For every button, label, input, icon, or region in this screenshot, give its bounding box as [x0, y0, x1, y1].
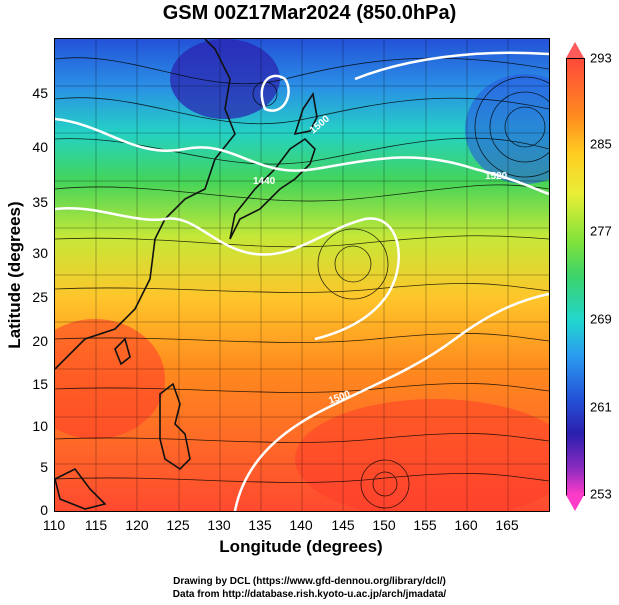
y-tick-label: 20 — [32, 333, 48, 349]
contour-label: 1440 — [253, 176, 276, 187]
colorbar-tick: 277 — [590, 223, 612, 239]
colorbar-tick: 285 — [590, 136, 612, 152]
warm-region-south — [295, 399, 549, 511]
x-tick-label: 130 — [207, 517, 231, 533]
y-tick-label: 35 — [32, 194, 48, 210]
x-tick-label: 135 — [248, 517, 272, 533]
y-tick-label: 10 — [32, 418, 48, 434]
x-tick-label: 155 — [413, 517, 437, 533]
y-tick-label: 30 — [32, 245, 48, 261]
credit-data: Data from http://database.rish.kyoto-u.a… — [172, 589, 447, 600]
x-tick-label: 150 — [372, 517, 396, 533]
y-tick-label: 40 — [32, 139, 48, 155]
colorbar-tick: 261 — [590, 399, 612, 415]
x-tick-label: 115 — [84, 517, 108, 533]
y-tick-label: 5 — [40, 459, 48, 475]
y-tick-label: 15 — [32, 376, 48, 392]
y-tick-label: 45 — [32, 85, 48, 101]
colorbar-tick: 269 — [590, 311, 612, 327]
x-axis-label: Longitude (degrees) — [219, 537, 383, 556]
x-tick-label: 160 — [454, 517, 478, 533]
contour-lines — [55, 51, 549, 511]
temperature-field: 1440 1500 1520 1500 — [55, 39, 549, 511]
colorbar-top-arrow — [566, 42, 584, 58]
cold-core — [170, 39, 280, 119]
y-tick-label: 0 — [40, 502, 48, 518]
x-tick-label: 165 — [495, 517, 519, 533]
colorbar-tick: 293 — [590, 50, 612, 66]
contour-label: 1520 — [485, 171, 508, 182]
map-plot-area: 1440 1500 1520 1500 — [54, 38, 550, 512]
colorbar-tick: 253 — [590, 486, 612, 502]
x-tick-label: 120 — [125, 517, 149, 533]
x-tick-label: 110 — [42, 517, 66, 533]
cold-low — [465, 74, 549, 184]
colorbar — [566, 58, 585, 496]
x-tick-label: 140 — [289, 517, 313, 533]
coastlines — [55, 39, 318, 510]
y-tick-label: 25 — [32, 289, 48, 305]
warm-region-west — [55, 319, 165, 439]
map-title: GSM 00Z17Mar2024 (850.0hPa) — [162, 2, 457, 24]
x-tick-label: 145 — [331, 517, 355, 533]
colorbar-bottom-arrow — [566, 495, 584, 511]
credit-drawing: Drawing by DCL (https://www.gfd-dennou.o… — [173, 576, 446, 587]
y-axis-label: Latitude (degrees) — [5, 201, 24, 349]
x-tick-label: 125 — [166, 517, 190, 533]
